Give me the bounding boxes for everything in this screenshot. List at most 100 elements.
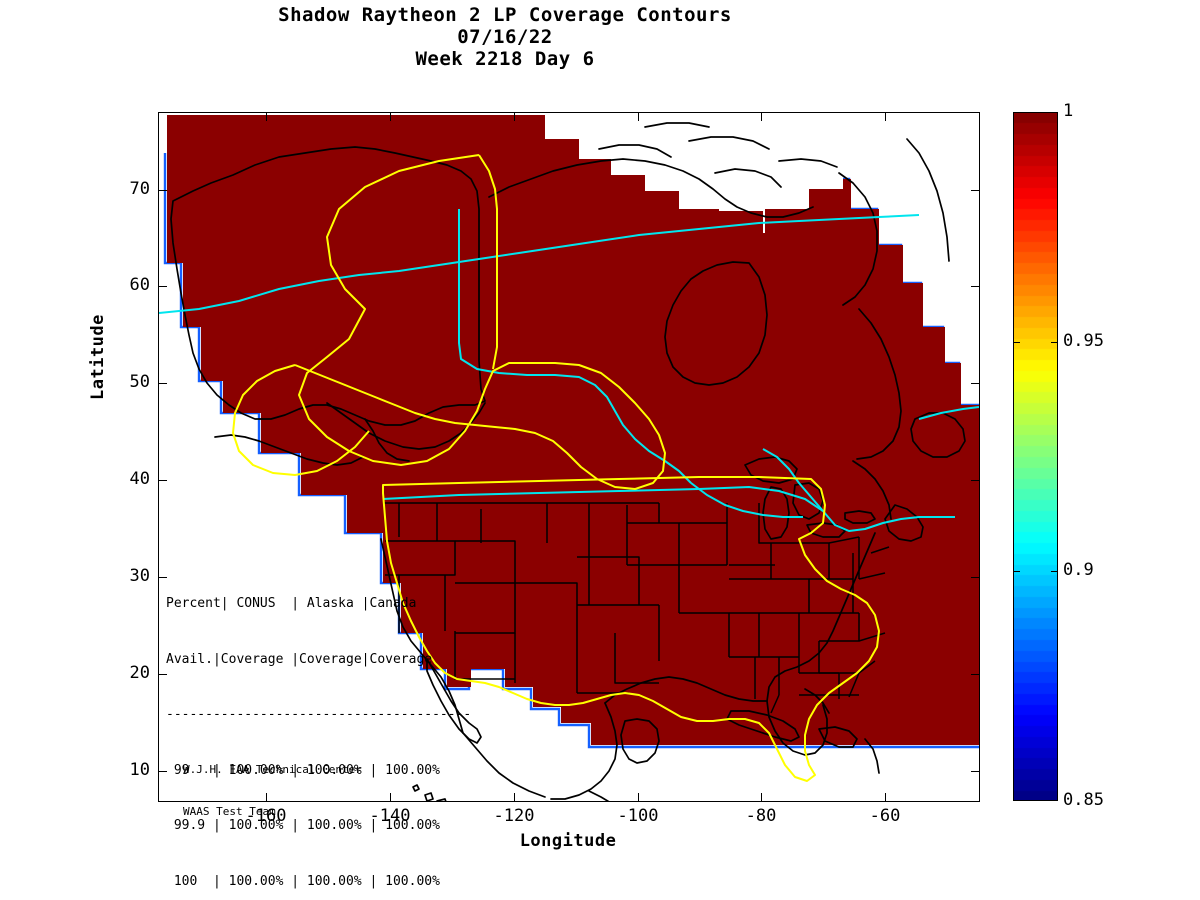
coastline-cuba xyxy=(726,710,800,742)
state-border-h2 xyxy=(455,540,516,583)
table-row: 99.9 | 100.00% | 100.00% | 100.00% xyxy=(166,818,440,833)
coverage-north-notch-2 xyxy=(901,115,979,263)
coastline-mexico-south xyxy=(550,702,618,800)
canada-boundary-east-branch xyxy=(762,448,824,512)
colorbar-tick-label: 0.85 xyxy=(1063,790,1104,810)
canada-service-boundary xyxy=(159,209,979,532)
stats-header-row-1: Percent| CONUS | Alaska |Canada xyxy=(166,596,417,611)
coastline-yucatan xyxy=(620,718,660,764)
plot-title-block: Shadow Raytheon 2 LP Coverage Contours 0… xyxy=(0,4,1010,70)
table-row: 99 | 100.00% | 100.00% | 100.00% xyxy=(166,762,440,778)
state-border-h20 xyxy=(614,633,659,684)
x-tick-label: -100 xyxy=(617,806,659,826)
coastline-hispaniola xyxy=(818,726,858,748)
colorbar-tick-mark xyxy=(1013,342,1020,343)
canada-boundary-alaska-border xyxy=(458,209,692,484)
y-tick-mark-right xyxy=(971,286,979,287)
coverage-north-notch-3 xyxy=(719,211,763,235)
coverage-map-svg xyxy=(159,113,979,801)
y-axis-title: Latitude xyxy=(88,314,108,400)
y-tick-mark-right xyxy=(971,190,979,191)
credit-line-1: W.J.H. FAA Technical Center xyxy=(183,763,362,776)
coastline-hawaii-kauai xyxy=(412,784,420,792)
y-tick-mark-right xyxy=(971,480,979,481)
coastline-aleutians xyxy=(214,434,364,466)
x-tick-mark-top xyxy=(761,113,762,121)
coastline-lake-ontario xyxy=(844,510,876,524)
y-tick-label: 10 xyxy=(129,760,150,780)
coastline-us-east xyxy=(766,532,876,756)
x-axis-title: Longitude xyxy=(519,831,617,851)
map-plot-area xyxy=(158,112,980,802)
y-tick-label: 50 xyxy=(129,372,150,392)
x-tick-mark xyxy=(638,793,639,801)
coastline-arctic-isles-3 xyxy=(778,158,838,168)
conus-boundary-polygon xyxy=(382,476,880,782)
x-tick-label: -80 xyxy=(745,806,777,826)
colorbar-container xyxy=(1013,112,1058,801)
x-tick-mark-top xyxy=(638,113,639,121)
state-border-h5 xyxy=(455,582,516,634)
stats-separator: --------------------------------------- xyxy=(166,707,472,722)
coastline-arctic-isles-5 xyxy=(644,122,710,128)
colorbar-tick-mark xyxy=(1013,571,1020,572)
state-border-h47 xyxy=(858,572,886,580)
colorbar-tick-label: 1 xyxy=(1063,101,1074,121)
state-border-h9 xyxy=(577,556,640,605)
coastline-hawaii-maui xyxy=(436,798,447,801)
y-tick-mark xyxy=(159,771,167,772)
coastline-baja xyxy=(426,658,482,744)
y-tick-mark-right xyxy=(971,383,979,384)
colorbar-gradient xyxy=(1013,112,1058,801)
coastline-gulf-stlawrence xyxy=(852,460,892,520)
state-border-h50 xyxy=(770,694,780,714)
stats-header-row-2: Avail.|Coverage |Coverage|Coverage xyxy=(166,651,433,667)
coastline-alaska xyxy=(170,146,486,426)
coastline-lesser-antilles xyxy=(864,738,880,774)
coastline-arctic-canada xyxy=(488,158,814,218)
state-border-h49 xyxy=(848,672,860,698)
y-tick-mark xyxy=(159,674,167,675)
x-tick-mark-top xyxy=(885,113,886,121)
x-tick-label: -140 xyxy=(369,806,411,826)
y-tick-label: 30 xyxy=(129,566,150,586)
x-tick-mark xyxy=(761,793,762,801)
coastline-hudson-bay xyxy=(664,261,768,386)
coastline-lake-erie xyxy=(806,522,846,538)
coastline-greenland-west xyxy=(906,138,950,262)
colorbar-tick-mark-right xyxy=(1051,571,1058,572)
coverage-availability-region xyxy=(167,115,979,745)
canada-boundary-se-diag xyxy=(690,482,803,518)
coastline-gulf-coast xyxy=(604,676,768,704)
state-border-h6 xyxy=(515,582,578,633)
y-tick-mark xyxy=(159,383,167,384)
coastline-alaska-south-arm xyxy=(326,402,486,450)
y-tick-mark xyxy=(159,190,167,191)
table-row: 100 | 100.00% | 100.00% | 100.00% xyxy=(166,873,440,889)
coastline-mexico-west xyxy=(462,732,546,798)
y-tick-mark xyxy=(159,577,167,578)
title-line-2: 07/16/22 xyxy=(457,26,553,48)
colorbar-tick-mark-right xyxy=(1051,342,1058,343)
canada-boundary-gulf xyxy=(918,406,979,420)
x-tick-mark xyxy=(885,793,886,801)
x-tick-mark-top xyxy=(266,113,267,121)
coastline-labrador xyxy=(856,308,902,460)
canada-boundary-path xyxy=(159,214,920,314)
state-border-h48 xyxy=(870,546,890,554)
colorbar-frame xyxy=(1013,112,1058,801)
x-tick-label: -120 xyxy=(493,806,535,826)
state-border-h43 xyxy=(858,632,886,642)
coastline-bahamas xyxy=(804,688,830,714)
conus-service-boundary xyxy=(232,154,880,782)
coastline-baffin xyxy=(838,172,878,306)
x-tick-mark xyxy=(266,793,267,801)
colorbar-tick-label: 0.95 xyxy=(1063,331,1104,351)
y-tick-label: 40 xyxy=(129,469,150,489)
colorbar-tick-label: 0.9 xyxy=(1063,560,1094,580)
us-state-boundaries xyxy=(383,502,890,714)
y-tick-label: 60 xyxy=(129,275,150,295)
state-border-h24 xyxy=(758,503,799,544)
x-tick-mark-top xyxy=(390,113,391,121)
